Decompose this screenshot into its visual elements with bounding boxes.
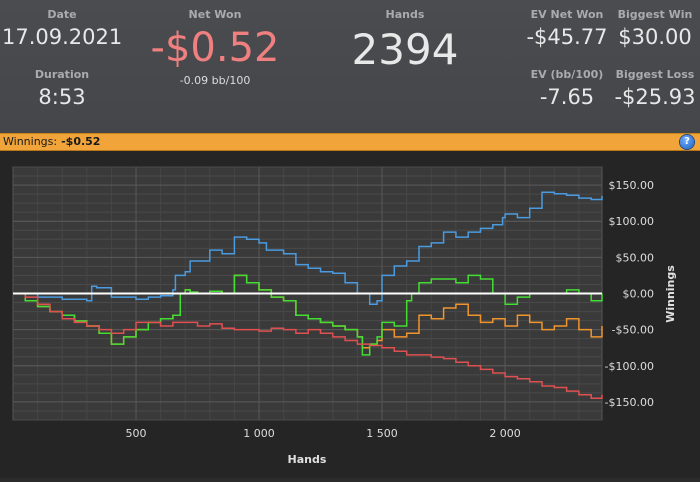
series-group — [13, 191, 603, 400]
series-line-3 — [13, 274, 603, 356]
x-tick-label: 2 000 — [489, 427, 521, 440]
x-axis-label: Hands — [288, 453, 327, 466]
y-tick-label: $0.00 — [623, 288, 655, 301]
date-stat: Date 17.09.2021 — [2, 8, 122, 49]
y-tick-label: -$50.00 — [612, 324, 654, 337]
net-won-label: Net Won — [188, 8, 242, 21]
duration-stat: Duration 8:53 — [2, 68, 122, 109]
series-line-1 — [13, 191, 603, 306]
y-tick-label: -$150.00 — [605, 396, 654, 409]
ev-bb-stat: EV (bb/100) -7.65 — [522, 68, 612, 109]
stats-panel: Date 17.09.2021 Duration 8:53 Net Won -$… — [0, 0, 700, 133]
date-label: Date — [47, 8, 77, 21]
net-won-value: -$0.52 — [150, 25, 280, 71]
biggest-win-stat: Biggest Win $30.00 — [612, 8, 698, 49]
y-tick-label: -$100.00 — [605, 360, 654, 373]
x-axis-ticks: 500 1 000 1 500 2 000 — [126, 427, 521, 440]
chart-area: $150.00 $100.00 $50.00 $0.00 -$50.00 -$100.00… — [0, 151, 700, 478]
biggest-loss-label: Biggest Loss — [615, 68, 695, 81]
ev-net-won-label: EV Net Won — [530, 8, 604, 21]
hands-value: 2394 — [351, 25, 459, 74]
ev-bb-label: EV (bb/100) — [530, 68, 604, 81]
duration-value: 8:53 — [38, 85, 86, 109]
biggest-win-value: $30.00 — [618, 25, 692, 49]
winnings-label: Winnings: — [3, 135, 58, 148]
winnings-bar: Winnings: -$0.52 ? — [0, 133, 700, 151]
x-tick-label: 1 000 — [243, 427, 275, 440]
winnings-value: -$0.52 — [61, 135, 101, 148]
x-tick-label: 500 — [126, 427, 147, 440]
ev-net-won-stat: EV Net Won -$45.77 — [522, 8, 612, 49]
y-tick-label: $100.00 — [609, 215, 655, 228]
net-won-bb: -0.09 bb/100 — [179, 74, 251, 87]
biggest-loss-value: -$25.93 — [614, 85, 696, 109]
winnings-chart: $150.00 $100.00 $50.00 $0.00 -$50.00 -$100.00… — [12, 166, 677, 466]
biggest-loss-stat: Biggest Loss -$25.93 — [612, 68, 698, 109]
duration-label: Duration — [34, 68, 90, 81]
y-axis-ticks: $150.00 $100.00 $50.00 $0.00 -$50.00 -$100.00… — [605, 179, 654, 409]
help-icon[interactable]: ? — [680, 135, 694, 149]
hands-stat: Hands 2394 — [330, 8, 480, 75]
y-tick-label: $150.00 — [609, 179, 655, 192]
hands-label: Hands — [385, 8, 425, 21]
ev-net-won-value: -$45.77 — [526, 25, 608, 49]
x-tick-label: 1 500 — [366, 427, 398, 440]
biggest-win-label: Biggest Win — [617, 8, 693, 21]
y-axis-label: Winnings — [664, 265, 677, 323]
series-line-4 — [13, 292, 603, 400]
net-won-stat: Net Won -$0.52 -0.09 bb/100 — [130, 8, 300, 87]
y-tick-label: $50.00 — [616, 251, 655, 264]
date-value: 17.09.2021 — [2, 25, 123, 49]
ev-bb-value: -7.65 — [539, 85, 595, 109]
winnings-bar-text: Winnings: -$0.52 — [3, 135, 100, 148]
